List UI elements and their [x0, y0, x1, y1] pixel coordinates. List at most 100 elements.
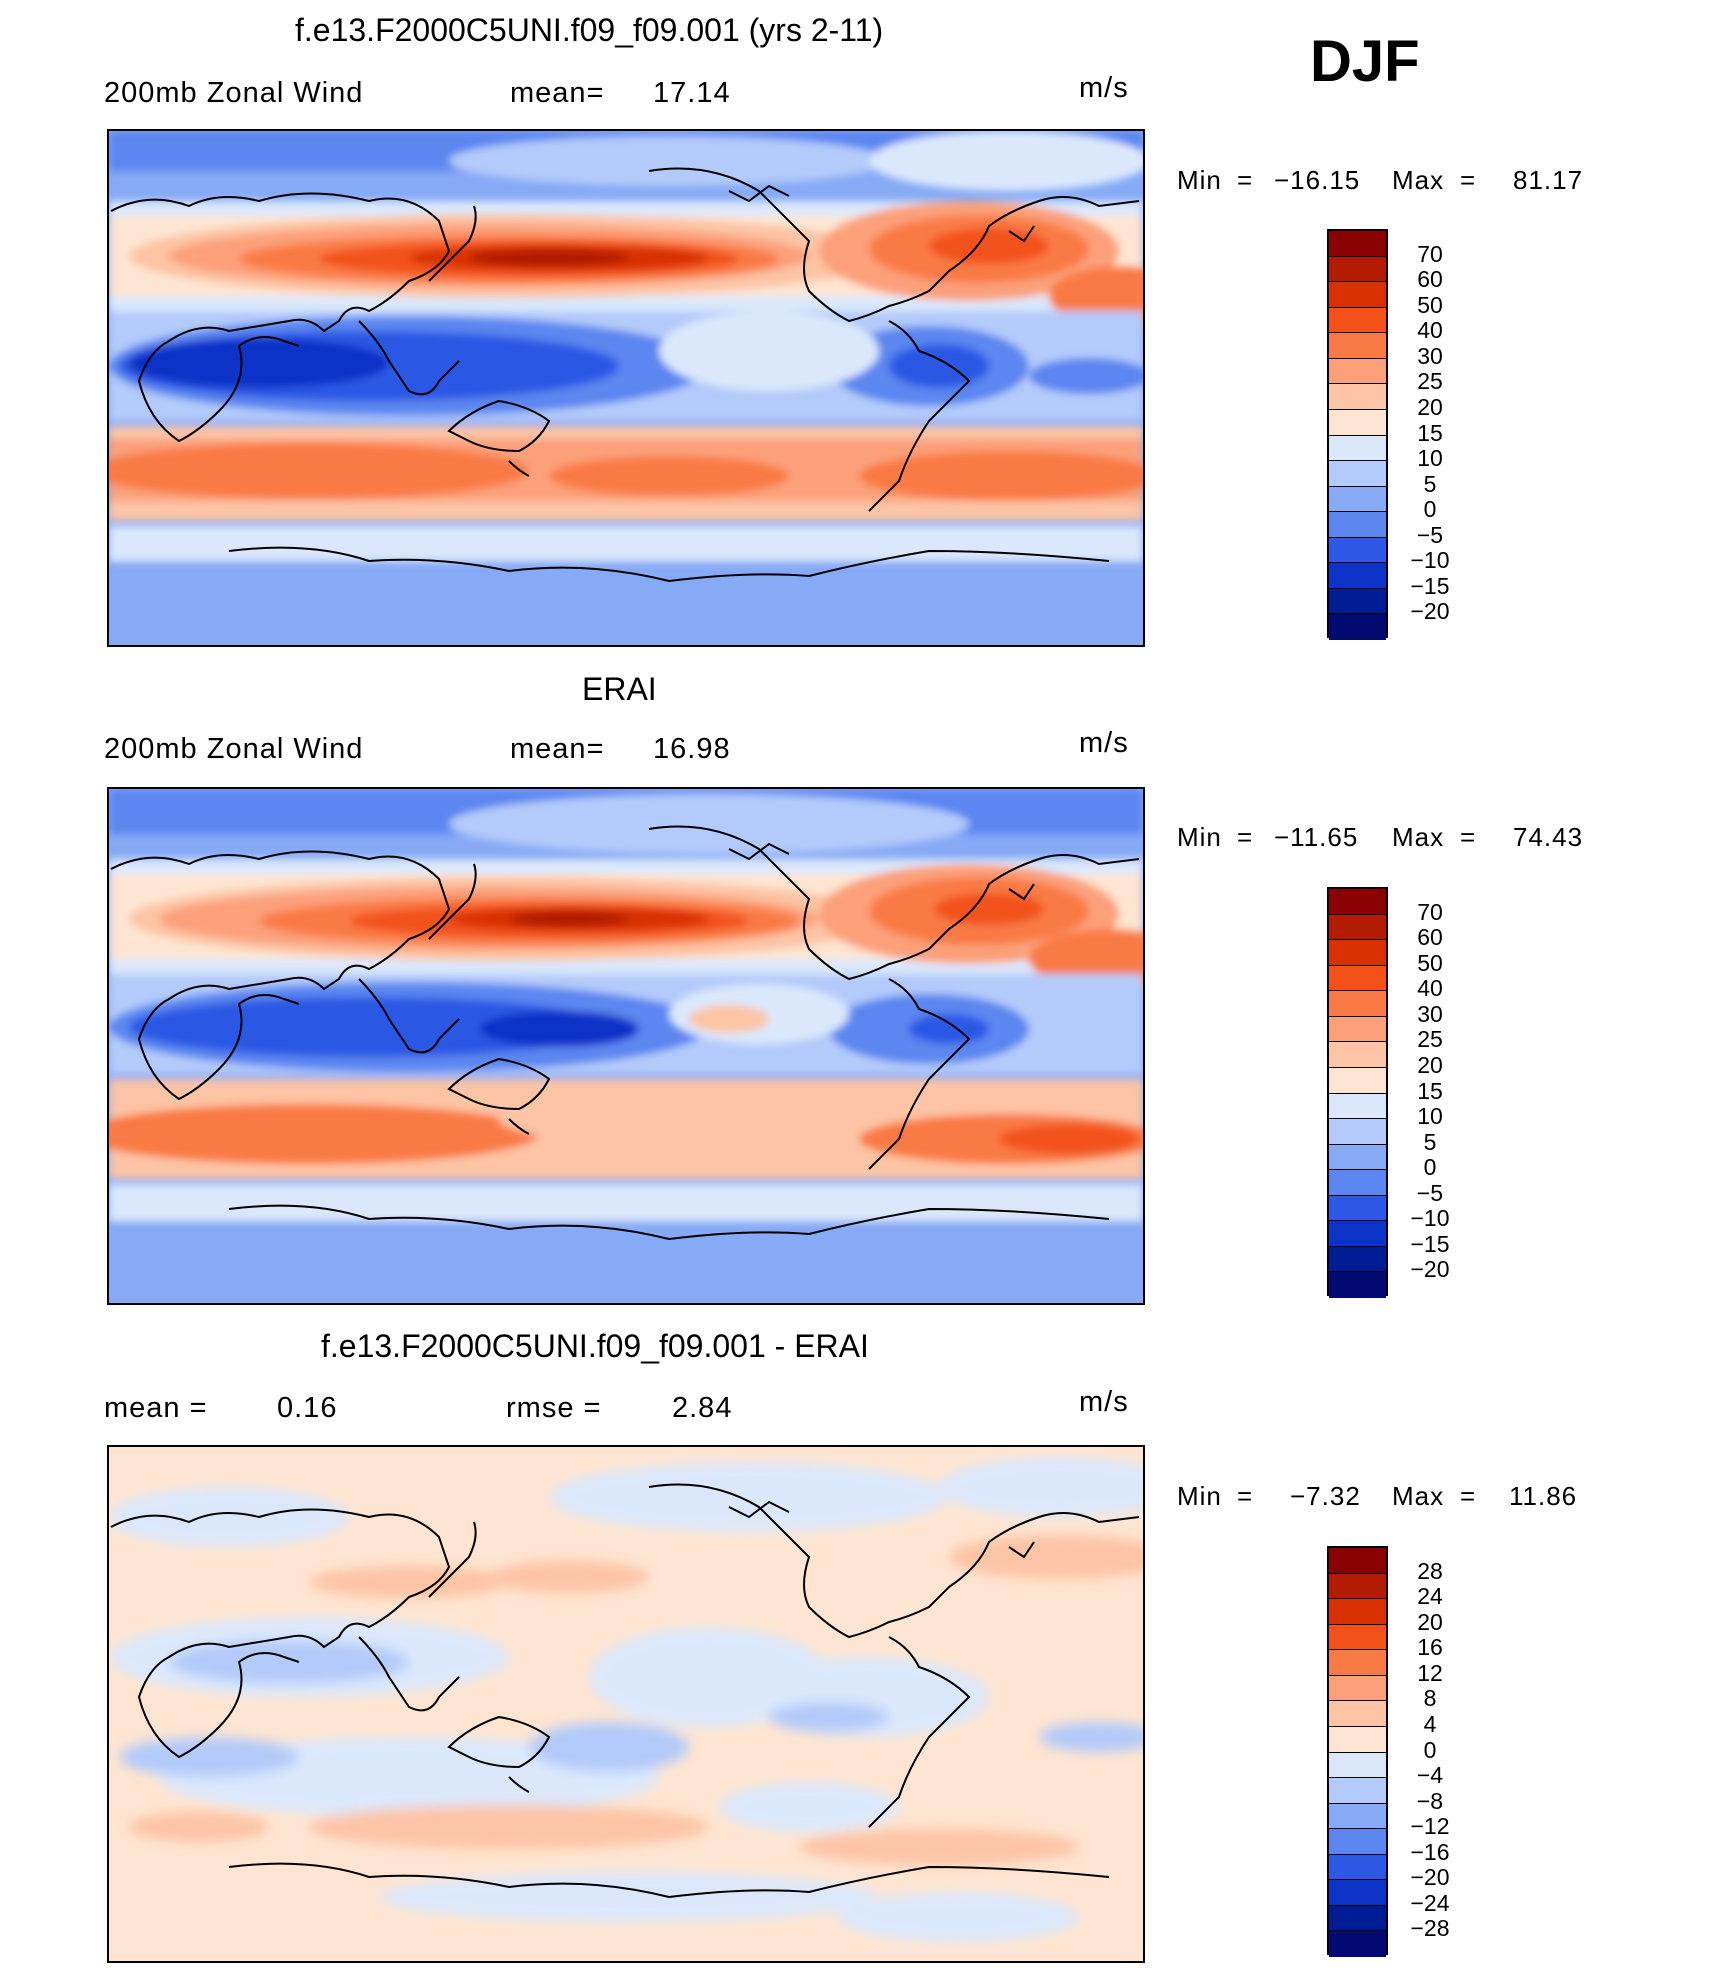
colorbar-tick-label: 40	[1417, 317, 1443, 344]
colorbar-swatch	[1329, 1854, 1386, 1881]
panel3-equals-2: =	[1460, 1481, 1477, 1511]
colorbar-swatch	[1329, 1829, 1386, 1855]
season-label: DJF	[1310, 29, 1420, 94]
panel1-colorbar	[1327, 229, 1388, 640]
panel3-map	[107, 1445, 1145, 1963]
colorbar-tick-label: −8	[1416, 1787, 1444, 1814]
colorbar-tick-label: 50	[1417, 949, 1443, 976]
panel3-colorbar	[1327, 1546, 1388, 1957]
panel1-mean-value: 17.14	[653, 77, 731, 109]
colorbar-tick-label: 70	[1417, 240, 1443, 267]
colorbar-tick-label: 70	[1417, 898, 1443, 925]
colorbar-tick-label: −20	[1410, 1864, 1450, 1891]
colorbar-tick-label: −15	[1410, 572, 1450, 599]
panel1-max-label: Max	[1392, 165, 1445, 195]
panel3-equals-1: =	[1237, 1481, 1254, 1511]
panel1-title: f.e13.F2000C5UNI.f09_f09.001 (yrs 2-11)	[295, 12, 884, 48]
colorbar-swatch	[1329, 1067, 1386, 1094]
colorbar-swatch	[1329, 1221, 1386, 1247]
colorbar-tick-label: −20	[1410, 1256, 1450, 1283]
colorbar-tick-label: 25	[1417, 368, 1443, 395]
colorbar-tick-label: 12	[1417, 1659, 1443, 1686]
colorbar-swatch	[1329, 1599, 1386, 1625]
colorbar-tick-label: 15	[1417, 1077, 1443, 1104]
colorbar-tick-label: 4	[1423, 1710, 1437, 1737]
colorbar-swatch	[1329, 358, 1386, 385]
colorbar-tick-label: −5	[1416, 1179, 1444, 1206]
colorbar-swatch	[1329, 461, 1386, 487]
colorbar-swatch	[1329, 1093, 1386, 1120]
panel1-equals-2: =	[1460, 165, 1477, 195]
colorbar-tick-label: 20	[1417, 393, 1443, 420]
colorbar-swatch	[1329, 1195, 1386, 1222]
panel2-title: ERAI	[582, 671, 657, 707]
colorbar-swatch	[1329, 1042, 1386, 1068]
panel2-min-label: Min	[1177, 822, 1222, 852]
colorbar-swatch	[1329, 1170, 1386, 1196]
panel2-max-value: 74.43	[1513, 822, 1584, 852]
colorbar-swatch	[1329, 1246, 1386, 1273]
colorbar-tick-label: 0	[1423, 496, 1437, 523]
colorbar-tick-label: 25	[1417, 1026, 1443, 1053]
colorbar-swatch	[1329, 231, 1386, 257]
colorbar-swatch	[1329, 889, 1386, 915]
colorbar-swatch	[1329, 486, 1386, 513]
colorbar-tick-label: 10	[1417, 1103, 1443, 1130]
colorbar-swatch	[1329, 991, 1386, 1017]
colorbar-swatch	[1329, 1016, 1386, 1043]
colorbar-tick-label: −20	[1410, 598, 1450, 625]
colorbar-swatch	[1329, 1119, 1386, 1145]
panel3-mean-label: mean =	[104, 1392, 208, 1424]
colorbar-swatch	[1329, 1144, 1386, 1171]
panel1-min-value: −16.15	[1274, 165, 1361, 195]
panel1-equals-1: =	[1237, 165, 1254, 195]
colorbar-tick-label: −24	[1410, 1889, 1450, 1916]
colorbar-swatch	[1329, 1675, 1386, 1702]
colorbar-swatch	[1329, 384, 1386, 410]
colorbar-tick-label: 0	[1423, 1736, 1437, 1763]
panel3-rmse-value: 2.84	[672, 1392, 733, 1424]
colorbar-swatch	[1329, 256, 1386, 283]
colorbar-tick-label: 30	[1417, 1000, 1443, 1027]
panel1-units: m/s	[1079, 72, 1129, 104]
colorbar-tick-label: −12	[1410, 1813, 1450, 1840]
colorbar-tick-label: −15	[1410, 1230, 1450, 1257]
panel3-max-value: 11.86	[1509, 1481, 1578, 1511]
panel3-min-value: −7.32	[1290, 1481, 1361, 1511]
colorbar-swatch	[1329, 512, 1386, 538]
colorbar-swatch	[1329, 588, 1386, 615]
colorbar-swatch	[1329, 1778, 1386, 1804]
colorbar-swatch	[1329, 1701, 1386, 1727]
colorbar-swatch	[1329, 965, 1386, 992]
colorbar-swatch	[1329, 1905, 1386, 1932]
colorbar-tick-label: 5	[1423, 470, 1437, 497]
colorbar-swatch	[1329, 409, 1386, 436]
colorbar-tick-label: 10	[1417, 445, 1443, 472]
colorbar-tick-label: 50	[1417, 291, 1443, 318]
colorbar-tick-label: −10	[1410, 547, 1450, 574]
colorbar-swatch	[1329, 1573, 1386, 1600]
colorbar-swatch	[1329, 435, 1386, 462]
colorbar-swatch	[1329, 307, 1386, 334]
panel2-min-value: −11.65	[1274, 822, 1359, 852]
panel1-max-value: 81.17	[1513, 165, 1584, 195]
panel2-mean-label: mean=	[510, 733, 605, 765]
colorbar-swatch	[1329, 537, 1386, 564]
colorbar-tick-label: 20	[1417, 1051, 1443, 1078]
colorbar-swatch	[1329, 1624, 1386, 1651]
colorbar-tick-label: −28	[1410, 1915, 1450, 1942]
panel2-field-label: 200mb Zonal Wind	[104, 733, 364, 765]
colorbar-tick-label: −4	[1416, 1762, 1444, 1789]
colorbar-tick-label: 60	[1417, 266, 1443, 293]
colorbar-tick-label: 0	[1423, 1154, 1437, 1181]
colorbar-tick-label: −5	[1416, 521, 1444, 548]
panel2-units: m/s	[1079, 727, 1129, 759]
panel3-min-label: Min	[1177, 1481, 1222, 1511]
colorbar-swatch	[1329, 1726, 1386, 1753]
colorbar-tick-label: 5	[1423, 1128, 1437, 1155]
panel3-max-label: Max	[1392, 1481, 1445, 1511]
colorbar-swatch	[1329, 1650, 1386, 1676]
colorbar-swatch	[1329, 614, 1386, 640]
panel3-title: f.e13.F2000C5UNI.f09_f09.001 - ERAI	[321, 1328, 869, 1364]
colorbar-tick-label: 40	[1417, 975, 1443, 1002]
